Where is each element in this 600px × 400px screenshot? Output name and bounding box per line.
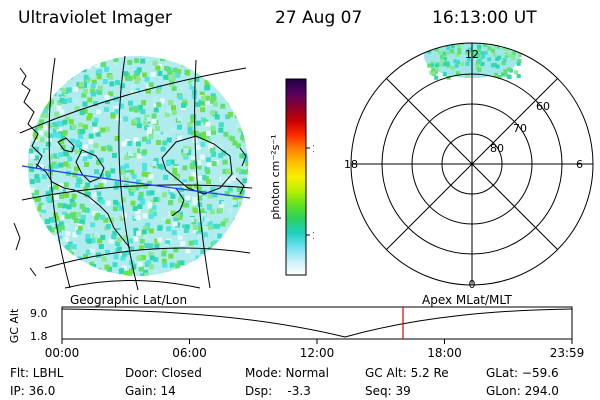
mlat-label-80: 80 [490, 142, 504, 155]
timeline-x-tick-0000: 00:00 [45, 346, 80, 360]
polar-plot: 12 18 6 0 60 70 80 [344, 42, 594, 291]
timeline-x-tick-1800: 18:00 [427, 346, 462, 360]
timeline-y-tick-high: 9.0 [30, 307, 48, 320]
status-glat: GLat: −59.6 [486, 366, 559, 380]
altitude-curve [61, 308, 573, 338]
mlt-label-12: 12 [465, 48, 479, 61]
colorbar-tick-100: 100 [312, 144, 314, 155]
timeline-y-tick-low: 1.8 [30, 330, 48, 343]
timeline-right-title: Apex MLat/MLT [422, 293, 512, 307]
instrument-title: Ultraviolet Imager [18, 8, 172, 28]
status-seq: Seq: 39 [365, 384, 411, 398]
timeline-x-tick-1200: 12:00 [300, 346, 335, 360]
geographic-image-panel [13, 55, 253, 290]
status-ip: IP: 36.0 [10, 384, 56, 398]
timeline-x-tick-0600: 06:00 [172, 346, 207, 360]
coastlines [13, 67, 247, 277]
timeline-tick-marks [61, 339, 573, 344]
timeline-x-tick-2359: 23:59 [550, 346, 585, 360]
colorbar-tick-10: 10 [312, 231, 314, 242]
timeline-y-axis-label: GC Alt [8, 308, 21, 343]
colorbar-scale [285, 78, 307, 276]
timeline-left-title: Geographic Lat/Lon [70, 293, 188, 307]
colorbar: 100 10 photon cm⁻²s⁻¹ [269, 78, 314, 276]
emission-disk [28, 56, 248, 276]
status-door: Door: Closed [125, 366, 202, 380]
status-filter: Flt: LBHL [10, 366, 64, 380]
colorbar-unit-label: photon cm⁻²s⁻¹ [269, 134, 282, 219]
time-label: 16:13:00 UT [432, 8, 537, 28]
status-gc-alt: GC Alt: 5.2 Re [365, 366, 449, 380]
status-mode: Mode: Normal [245, 366, 329, 380]
polar-grid [350, 42, 594, 286]
terminator-line [21, 165, 251, 199]
date-label: 27 Aug 07 [275, 8, 363, 28]
mlt-label-6: 6 [576, 158, 583, 171]
status-gain: Gain: 14 [125, 384, 176, 398]
status-dsp: Dsp: -3.3 [245, 384, 311, 398]
altitude-timeline: GC Alt 9.0 1.8 00:00 06:00 12:00 18:00 2… [8, 306, 585, 360]
mlat-label-60: 60 [536, 100, 550, 113]
mlat-label-70: 70 [513, 122, 527, 135]
mlt-label-0: 0 [469, 278, 476, 291]
mlt-label-18: 18 [344, 158, 358, 171]
status-glon: GLon: 294.0 [486, 384, 559, 398]
